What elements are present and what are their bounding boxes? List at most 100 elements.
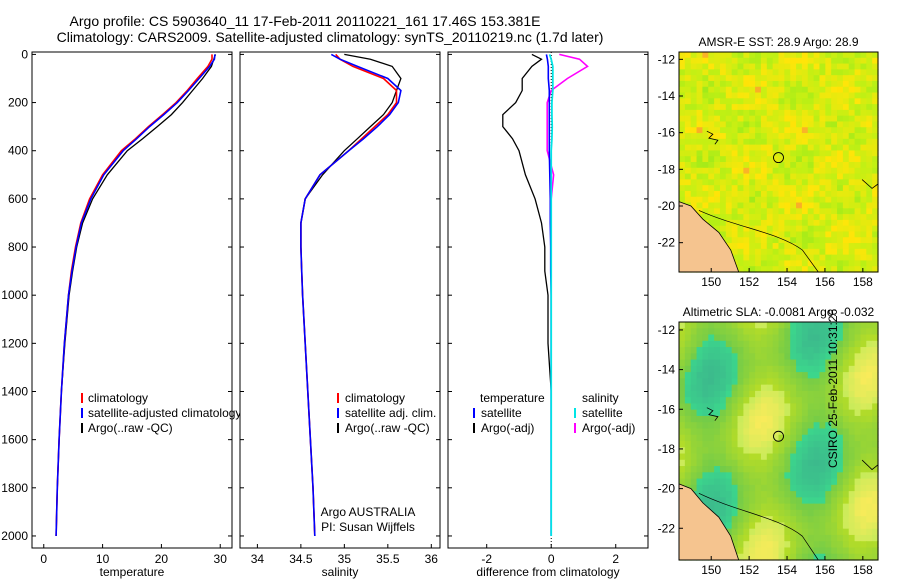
map-cell xyxy=(796,403,803,411)
map-cell xyxy=(784,144,791,152)
map-cell xyxy=(778,340,785,348)
map-cell xyxy=(854,441,862,448)
map-cell xyxy=(755,516,762,524)
map-cell xyxy=(854,409,862,417)
map-cell xyxy=(749,353,756,361)
map-cell xyxy=(784,98,791,105)
map-cell xyxy=(872,52,879,59)
map-cell xyxy=(790,266,797,273)
map-cell xyxy=(831,340,838,348)
map-cell xyxy=(784,403,791,411)
map-cell xyxy=(848,522,856,530)
map-cell xyxy=(807,434,815,442)
map-cell xyxy=(796,541,803,549)
map-cell xyxy=(708,92,715,99)
map-cell xyxy=(860,422,867,430)
map-cell xyxy=(872,434,879,442)
map-cell xyxy=(796,459,803,467)
map-cell xyxy=(714,202,721,209)
map-cell xyxy=(807,127,815,134)
map-cell xyxy=(842,459,850,467)
map-cell xyxy=(766,422,774,430)
map-cell xyxy=(719,459,727,467)
temperature-x-tick-label: 20 xyxy=(155,552,169,566)
map-cell xyxy=(819,453,826,461)
map-cell xyxy=(725,422,733,430)
map-cell xyxy=(772,57,780,65)
map-cell xyxy=(813,466,821,473)
map-cell xyxy=(819,162,826,169)
map-cell xyxy=(813,86,821,94)
map-cell xyxy=(725,57,733,65)
map-y-tick-label: -18 xyxy=(658,442,676,456)
map-cell xyxy=(796,322,803,329)
map-cell xyxy=(714,478,721,486)
map-cell xyxy=(772,390,780,398)
map-cell xyxy=(684,466,692,473)
map-cell xyxy=(807,162,815,169)
map-cell xyxy=(684,69,692,76)
map-cell xyxy=(801,522,809,530)
map-cell xyxy=(719,156,727,163)
map-cell xyxy=(825,372,832,379)
map-cell xyxy=(679,353,686,361)
map-cell xyxy=(702,185,709,192)
map-cell xyxy=(825,522,832,530)
map-cell xyxy=(813,397,821,405)
map-cell xyxy=(696,115,704,123)
map-cell xyxy=(866,173,873,180)
map-cell xyxy=(719,497,727,505)
map-cell xyxy=(866,441,873,448)
map-cell xyxy=(743,390,750,398)
map-cell xyxy=(743,260,750,267)
map-cell xyxy=(819,196,826,204)
map-cell xyxy=(778,162,785,169)
map-cell xyxy=(784,497,791,505)
map-cell xyxy=(755,403,762,411)
map-cell xyxy=(784,503,791,511)
map-cell xyxy=(831,522,838,530)
map-reef-outline xyxy=(861,179,879,189)
map-cell xyxy=(766,365,774,373)
map-cell xyxy=(725,528,733,536)
map-cell xyxy=(831,484,838,492)
map-cell xyxy=(772,434,780,442)
map-cell xyxy=(813,115,821,123)
map-cell xyxy=(784,378,791,386)
map-cell xyxy=(831,162,838,169)
map-cell xyxy=(766,534,774,542)
map-reef-outline xyxy=(706,407,719,421)
map-cell xyxy=(837,365,844,373)
map-cell xyxy=(801,334,809,342)
map-cell xyxy=(760,133,768,140)
map-cell xyxy=(813,162,821,169)
map-cell xyxy=(737,98,744,105)
map-cell xyxy=(854,453,862,461)
map-grid-sst-map xyxy=(679,52,879,273)
map-cell xyxy=(842,196,850,204)
map-cell xyxy=(725,359,733,367)
map-cell xyxy=(778,214,785,221)
map-cell xyxy=(842,478,850,486)
map-cell xyxy=(872,196,879,204)
map-cell xyxy=(737,522,744,530)
map-cell xyxy=(819,243,826,250)
map-cell xyxy=(760,190,768,198)
map-cell xyxy=(679,75,686,82)
map-cell xyxy=(725,69,733,76)
map-cell xyxy=(719,347,727,354)
map-cell xyxy=(825,260,832,267)
map-cell xyxy=(796,144,803,152)
map-cell xyxy=(819,459,826,467)
map-cell xyxy=(684,428,692,436)
map-cell xyxy=(819,167,826,175)
map-cell xyxy=(784,547,791,555)
map-cell xyxy=(784,353,791,361)
map-cell xyxy=(819,190,826,198)
map-cell xyxy=(684,52,692,59)
map-cell xyxy=(778,541,785,549)
salinity-legend-entry: satellite adj. clim. xyxy=(345,406,436,420)
map-cell xyxy=(784,390,791,398)
map-cell xyxy=(848,52,856,59)
map-cell xyxy=(872,365,879,373)
